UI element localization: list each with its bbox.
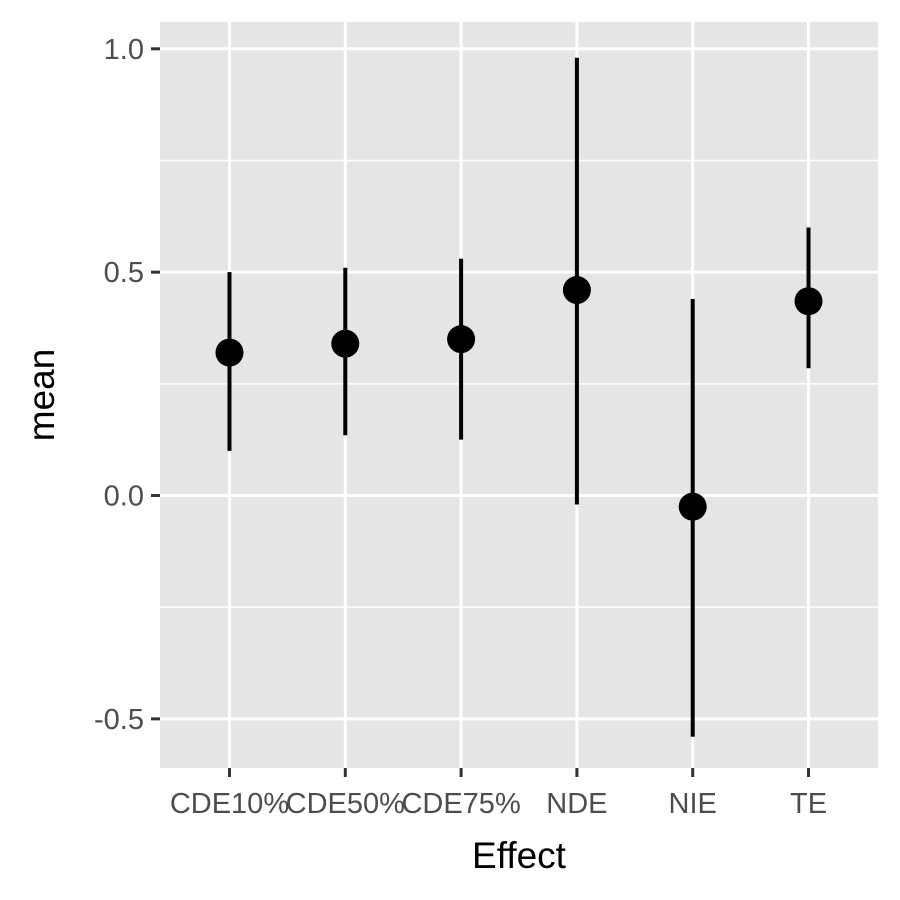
x-tick-label: NDE <box>546 788 607 820</box>
data-point <box>331 329 360 358</box>
y-axis-title: mean <box>21 349 62 442</box>
data-point <box>562 276 591 305</box>
x-tick-label: TE <box>790 788 827 820</box>
data-point <box>678 492 707 521</box>
axes: -0.5 0.0 0.5 1.0 CDE10%CDE50%CDE75% NDE NIE TE <box>94 34 827 820</box>
y-tick-label: 1.0 <box>104 34 144 66</box>
y-tick-label: 0.5 <box>104 257 144 289</box>
plot-panel <box>160 22 878 768</box>
data-point <box>215 338 244 367</box>
x-axis-title: Effect <box>472 835 567 876</box>
data-point <box>794 287 823 316</box>
x-tick-label: CDE10% <box>170 788 289 820</box>
data-point <box>447 325 476 354</box>
minor-gridlines <box>160 159 878 608</box>
data-marks <box>215 57 823 737</box>
y-tick-label: -0.5 <box>94 704 144 736</box>
x-tick-label: CDE75% <box>401 788 520 820</box>
y-tick-label: 0.0 <box>104 481 144 513</box>
x-tick-label: CDE50% <box>286 788 405 820</box>
x-tick-label: NIE <box>669 788 717 820</box>
